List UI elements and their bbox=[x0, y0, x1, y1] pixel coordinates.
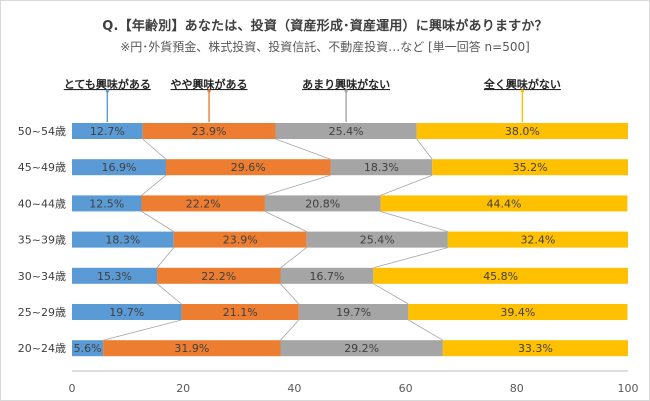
bar-segment bbox=[165, 159, 331, 176]
data-label: 12.7% bbox=[90, 125, 125, 138]
bar-segment bbox=[72, 340, 104, 357]
data-label: 19.7% bbox=[336, 306, 371, 319]
data-label: 25.4% bbox=[329, 125, 364, 138]
bar-segment bbox=[72, 304, 182, 320]
bar-segment bbox=[141, 195, 265, 212]
data-label: 22.2% bbox=[186, 197, 221, 210]
data-label: 23.9% bbox=[192, 125, 227, 138]
bar-segment bbox=[447, 231, 628, 248]
series-connector-line bbox=[156, 247, 175, 269]
series-connector-line bbox=[275, 138, 331, 160]
series-connector-line bbox=[416, 138, 433, 160]
data-label: 18.3% bbox=[105, 234, 140, 247]
x-tick-label: 40 bbox=[287, 382, 301, 395]
bar-segment bbox=[373, 267, 628, 284]
data-label: 21.1% bbox=[223, 306, 258, 319]
series-connector-line bbox=[280, 247, 307, 269]
x-tick-label: 100 bbox=[618, 382, 639, 395]
series-connector-line bbox=[264, 174, 331, 196]
legend-pointer-dot bbox=[105, 89, 109, 93]
data-label: 33.3% bbox=[518, 342, 553, 355]
bar-segment bbox=[72, 195, 142, 212]
category-label: 45~49歳 bbox=[18, 161, 66, 174]
data-label: 5.6% bbox=[74, 342, 102, 355]
series-connector-line bbox=[264, 211, 307, 232]
data-label: 22.2% bbox=[201, 270, 236, 283]
data-label: 35.2% bbox=[513, 161, 548, 174]
bar-segment bbox=[264, 195, 381, 212]
chart-subtitle: ※円･外貨預金、株式投資、投資信託、不動産投資…など [単一回答 n=500] bbox=[120, 40, 530, 54]
bar-segment bbox=[142, 123, 276, 139]
data-label: 38.0% bbox=[505, 125, 540, 138]
bar-segment bbox=[306, 231, 448, 248]
bar-segment bbox=[103, 340, 281, 357]
legend-label: 全く興味がない bbox=[483, 77, 561, 91]
series-connector-line bbox=[141, 174, 167, 196]
bar-segment bbox=[280, 340, 443, 357]
data-label: 45.8% bbox=[483, 270, 518, 283]
data-label: 29.6% bbox=[231, 161, 266, 174]
bar-segment bbox=[72, 159, 166, 176]
category-label: 35~39歳 bbox=[18, 234, 66, 247]
data-label: 12.5% bbox=[89, 197, 124, 210]
legend-pointer-dot bbox=[520, 89, 524, 93]
bar-segment bbox=[432, 159, 628, 176]
bar-segment bbox=[442, 340, 628, 357]
data-label: 18.3% bbox=[364, 161, 399, 174]
data-label: 16.7% bbox=[309, 270, 344, 283]
bar-segment bbox=[72, 123, 143, 139]
legend-label: やや興味がある bbox=[171, 77, 248, 91]
bar-segment bbox=[298, 304, 409, 320]
series-connector-line bbox=[373, 283, 409, 305]
data-label: 31.9% bbox=[174, 342, 209, 355]
bar-segment bbox=[330, 159, 433, 176]
data-label: 23.9% bbox=[223, 234, 258, 247]
legend-label: あまり興味がない bbox=[302, 77, 390, 91]
bar-segment bbox=[157, 267, 281, 284]
legend-label: とても興味がある bbox=[64, 77, 151, 91]
data-label: 44.4% bbox=[487, 197, 522, 210]
bar-segment bbox=[173, 231, 307, 248]
bar-segment bbox=[408, 304, 628, 320]
chart-title: Q.【年齢別】あなたは、投資（資産形成･資産運用）に興味がありますか？ bbox=[102, 19, 548, 34]
category-label: 25~29歳 bbox=[18, 306, 66, 319]
data-label: 25.4% bbox=[360, 234, 395, 247]
data-label: 29.2% bbox=[344, 342, 379, 355]
category-label: 50~54歳 bbox=[18, 125, 66, 138]
series-connector-line bbox=[142, 138, 167, 160]
category-label: 40~44歳 bbox=[18, 197, 66, 210]
series-connector-line bbox=[141, 211, 174, 232]
series-connector-line bbox=[156, 283, 182, 305]
bar-segment bbox=[416, 123, 628, 139]
series-connector-line bbox=[280, 283, 300, 305]
series-connector-line bbox=[408, 319, 444, 341]
bar-segment bbox=[380, 195, 628, 212]
x-tick-label: 60 bbox=[399, 382, 413, 395]
legend-pointer-dot bbox=[344, 89, 348, 93]
data-label: 32.4% bbox=[520, 234, 555, 247]
data-label: 20.8% bbox=[305, 197, 340, 210]
series-connector-line bbox=[380, 174, 433, 196]
series-connector-line bbox=[280, 319, 300, 341]
series-connector-line bbox=[380, 211, 448, 232]
category-label: 30~34歳 bbox=[18, 270, 66, 283]
bar-segment bbox=[275, 123, 417, 139]
legend-pointer-dot bbox=[207, 89, 211, 93]
series-connector-line bbox=[103, 319, 182, 341]
data-label: 39.4% bbox=[500, 306, 535, 319]
x-tick-label: 80 bbox=[510, 382, 524, 395]
bar-segment bbox=[280, 267, 374, 284]
bar-segment bbox=[181, 304, 299, 320]
x-tick-label: 20 bbox=[176, 382, 190, 395]
data-label: 15.3% bbox=[97, 270, 132, 283]
category-label: 20~24歳 bbox=[18, 342, 66, 355]
series-connector-line bbox=[373, 247, 448, 269]
bar-segment bbox=[72, 231, 174, 248]
data-label: 16.9% bbox=[102, 161, 137, 174]
x-tick-label: 0 bbox=[69, 382, 76, 395]
bar-segment bbox=[72, 267, 158, 284]
data-label: 19.7% bbox=[109, 306, 144, 319]
